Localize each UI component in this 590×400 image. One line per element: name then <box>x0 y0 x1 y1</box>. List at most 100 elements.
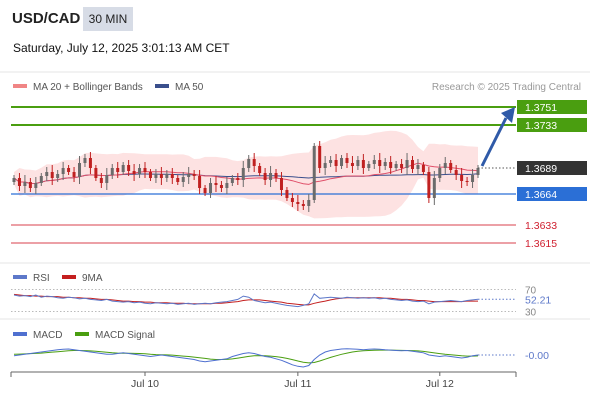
candle-body-43 <box>247 159 251 168</box>
candle-body-37 <box>214 183 218 185</box>
candle-body-10 <box>67 168 71 172</box>
candle-25 <box>148 169 152 181</box>
timeframe-badge[interactable]: 30 MIN <box>83 7 133 31</box>
candle-body-0 <box>12 178 16 182</box>
candle-body-44 <box>252 159 256 166</box>
candle-38 <box>219 181 223 192</box>
candle-body-57 <box>323 163 327 168</box>
candle-body-80 <box>449 163 453 170</box>
chart-header: USD/CAD 30 MIN Saturday, July 12, 2025 3… <box>0 0 590 70</box>
candle-51 <box>290 193 294 207</box>
rsi-layer: 70 30 52.21 <box>11 286 551 319</box>
rsi-legend-label: RSI <box>33 273 50 284</box>
rsi-line <box>13 293 479 308</box>
last-price-label: 1.3689 <box>525 163 557 175</box>
candle-11 <box>72 167 76 182</box>
candle-45 <box>258 163 262 176</box>
candle-body-60 <box>340 158 344 166</box>
candle-27 <box>159 167 163 185</box>
candle-body-36 <box>209 183 213 193</box>
rsi-ma-legend-swatch <box>62 275 76 279</box>
candle-15 <box>94 165 98 181</box>
candle-body-48 <box>274 173 278 178</box>
candle-68 <box>383 158 387 170</box>
candle-84 <box>471 169 475 188</box>
candle-41 <box>236 173 240 185</box>
candle-4 <box>34 177 38 194</box>
candle-62 <box>350 156 354 173</box>
candle-14 <box>88 152 92 174</box>
candle-body-62 <box>350 163 354 166</box>
candle-37 <box>214 176 218 192</box>
candle-body-49 <box>279 178 283 190</box>
ma50-legend-label: MA 50 <box>175 82 204 93</box>
candle-body-29 <box>170 174 174 178</box>
candle-body-28 <box>165 174 169 178</box>
candle-1 <box>17 173 21 191</box>
ma20-legend-swatch <box>13 84 27 88</box>
candle-body-38 <box>219 185 223 188</box>
candle-body-68 <box>383 162 387 166</box>
macd-legend-label: MACD <box>33 330 62 341</box>
candle-44 <box>252 153 256 172</box>
candle-71 <box>400 159 404 173</box>
candle-26 <box>154 169 158 183</box>
candle-53 <box>301 200 305 210</box>
candle-24 <box>143 162 147 178</box>
candle-body-4 <box>34 183 38 188</box>
candle-55 <box>312 143 316 203</box>
candle-body-32 <box>187 174 191 177</box>
candle-43 <box>247 155 251 172</box>
candle-85 <box>476 165 480 178</box>
candle-23 <box>138 164 142 178</box>
candle-36 <box>209 178 213 198</box>
candle-body-73 <box>410 160 414 169</box>
candle-9 <box>61 162 65 180</box>
macd-signal-legend-swatch <box>75 332 89 336</box>
candle-body-25 <box>148 172 152 178</box>
time-tick-label-2: Jul 12 <box>426 378 454 390</box>
candle-body-84 <box>471 175 475 182</box>
candle-body-50 <box>285 190 289 198</box>
candle-body-13 <box>83 158 87 163</box>
candle-body-63 <box>356 160 360 166</box>
forecast-arrow-head <box>501 107 515 123</box>
candle-21 <box>127 160 131 176</box>
rsi-ma-line <box>13 293 478 306</box>
candle-28 <box>165 170 169 182</box>
candle-22 <box>132 164 136 181</box>
candle-body-5 <box>39 176 43 183</box>
candle-13 <box>83 154 87 167</box>
candle-30 <box>176 175 180 185</box>
candle-32 <box>187 167 191 184</box>
candle-body-18 <box>110 168 114 175</box>
last-price-tag <box>517 161 587 175</box>
candle-18 <box>110 164 114 179</box>
candle-body-22 <box>132 171 136 174</box>
rsi-tick-30: 30 <box>525 308 537 319</box>
ma20-legend-label: MA 20 + Bollinger Bands <box>33 82 143 93</box>
candle-60 <box>340 155 344 169</box>
candle-39 <box>225 177 229 194</box>
candle-body-46 <box>263 173 267 180</box>
candle-body-42 <box>241 168 245 180</box>
rsi-legend-swatch <box>13 275 27 279</box>
symbol-title: USD/CAD <box>12 10 81 27</box>
candle-10 <box>67 165 71 175</box>
level-label-0: 1.3751 <box>525 102 557 114</box>
candle-body-41 <box>236 178 240 180</box>
level-label-3: 1.3633 <box>525 220 557 232</box>
chart-datetime: Saturday, July 12, 2025 3:01:13 AM CET <box>13 41 230 55</box>
candle-body-35 <box>203 188 207 193</box>
candle-58 <box>329 156 333 167</box>
time-axis-ticks: Jul 10 Jul 11 Jul 12 <box>10 372 517 390</box>
candle-body-17 <box>105 175 109 183</box>
candle-49 <box>279 172 283 196</box>
candle-54 <box>307 194 311 212</box>
candle-56 <box>318 141 322 173</box>
candle-19 <box>116 162 120 178</box>
level-tag-1 <box>517 118 587 132</box>
candle-body-64 <box>361 160 365 168</box>
candle-body-11 <box>72 172 76 177</box>
candle-body-78 <box>438 168 442 178</box>
